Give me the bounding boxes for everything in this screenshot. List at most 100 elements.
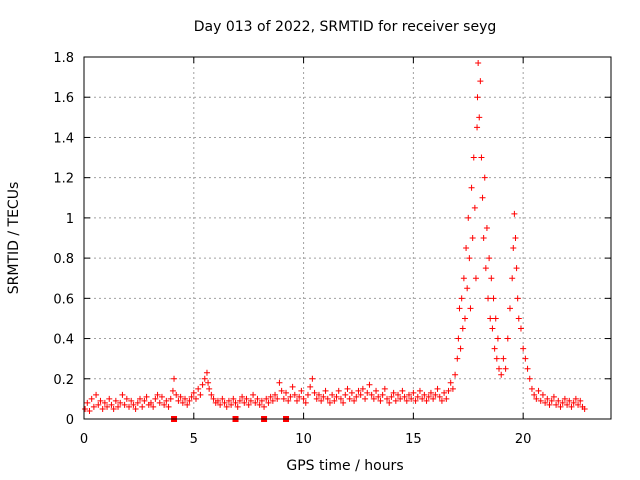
data-point: [510, 245, 517, 252]
data-point: [528, 385, 535, 392]
data-point: [419, 395, 426, 402]
data-point: [494, 335, 501, 342]
x-tick-label: 15: [405, 432, 422, 447]
data-point: [386, 399, 393, 406]
data-point: [154, 391, 161, 398]
data-point: [97, 397, 104, 404]
data-point: [524, 365, 531, 372]
data-point: [171, 375, 178, 382]
data-point: [449, 385, 456, 392]
data-point: [243, 395, 250, 402]
data-point: [493, 355, 500, 362]
data-point: [483, 224, 490, 231]
data-point: [458, 295, 465, 302]
data-point: [362, 395, 369, 402]
data-point: [550, 393, 557, 400]
data-point: [445, 387, 452, 394]
data-point: [517, 325, 524, 332]
data-point: [479, 194, 486, 201]
data-point: [210, 395, 217, 402]
data-point: [502, 365, 509, 372]
x-tick-label: 20: [515, 432, 532, 447]
data-point: [515, 315, 522, 322]
data-point: [331, 397, 338, 404]
data-point: [427, 389, 434, 396]
data-point: [459, 325, 466, 332]
data-point: [548, 397, 555, 404]
data-point: [475, 60, 482, 67]
data-point: [147, 399, 154, 406]
data-point: [474, 124, 481, 131]
data-point: [461, 315, 468, 322]
data-point: [309, 375, 316, 382]
data-point: [287, 393, 294, 400]
data-point: [152, 395, 159, 402]
data-point: [572, 395, 579, 402]
data-point: [531, 391, 538, 398]
data-point: [539, 391, 546, 398]
y-tick-label: 0: [66, 413, 74, 428]
data-point: [410, 389, 417, 396]
data-point: [335, 387, 342, 394]
data-point: [379, 391, 386, 398]
data-point: [490, 295, 497, 302]
data-point: [192, 395, 199, 402]
data-point: [261, 403, 268, 410]
data-point: [188, 393, 195, 400]
data-point: [436, 393, 443, 400]
data-point: [313, 395, 320, 402]
data-point: [232, 399, 239, 406]
data-point: [581, 405, 588, 412]
data-point: [108, 401, 115, 408]
data-point: [357, 391, 364, 398]
data-point: [492, 315, 499, 322]
data-point: [423, 397, 430, 404]
data-point: [134, 399, 141, 406]
data-point: [520, 345, 527, 352]
data-point: [509, 275, 516, 282]
data-point: [143, 393, 150, 400]
data-point: [457, 345, 464, 352]
data-point: [337, 395, 344, 402]
data-point: [487, 315, 494, 322]
data-point: [340, 399, 347, 406]
data-point: [197, 391, 204, 398]
data-point: [329, 391, 336, 398]
data-point: [84, 399, 91, 406]
data-point: [412, 397, 419, 404]
data-point: [324, 395, 331, 402]
data-point: [304, 391, 311, 398]
data-point: [285, 397, 292, 404]
x-tick-label: 5: [190, 432, 198, 447]
data-point: [555, 397, 562, 404]
data-point: [278, 387, 285, 394]
data-point: [403, 397, 410, 404]
data-point: [110, 405, 117, 412]
data-point: [416, 387, 423, 394]
data-point: [217, 401, 224, 408]
data-point: [566, 397, 573, 404]
data-point: [283, 389, 290, 396]
data-point: [388, 393, 395, 400]
data-point: [150, 403, 157, 410]
data-point: [182, 395, 189, 402]
data-point: [234, 403, 241, 410]
data-point: [504, 335, 511, 342]
data-point: [474, 94, 481, 101]
data-point: [476, 114, 483, 121]
data-point: [561, 395, 568, 402]
data-point: [139, 403, 146, 410]
data-point: [355, 387, 362, 394]
data-point: [190, 389, 197, 396]
data-point: [289, 383, 296, 390]
data-point: [384, 395, 391, 402]
data-point: [392, 397, 399, 404]
data-point: [101, 399, 108, 406]
data-point: [390, 389, 397, 396]
data-point: [106, 395, 113, 402]
data-point: [293, 397, 300, 404]
data-point: [454, 355, 461, 362]
data-point: [544, 395, 551, 402]
data-point: [522, 355, 529, 362]
data-point: [351, 397, 358, 404]
